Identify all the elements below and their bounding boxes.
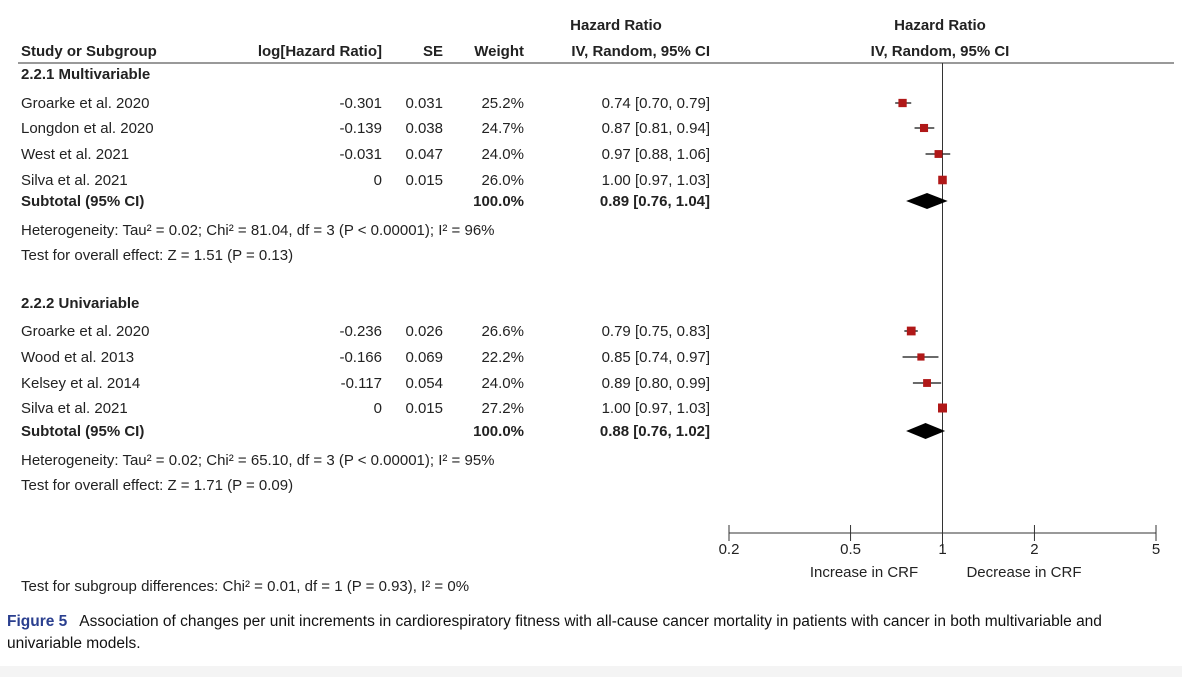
study-weight: 24.0%	[481, 146, 524, 163]
study-log-hr: -0.166	[339, 349, 382, 366]
study-point-marker	[917, 353, 925, 361]
study-hr-ci: 0.87 [0.81, 0.94]	[602, 120, 710, 137]
overall-effect-text: Test for overall effect: Z = 1.71 (P = 0…	[21, 477, 293, 494]
subtotal-hr-ci: 0.89 [0.76, 1.04]	[600, 193, 710, 210]
study-point-marker	[938, 175, 947, 185]
study-log-hr: -0.301	[339, 95, 382, 112]
study-log-hr: 0	[374, 172, 382, 189]
study-log-hr: -0.139	[339, 120, 382, 137]
subgroup-title: 2.2.2 Univariable	[21, 295, 139, 312]
study-point-marker	[906, 326, 916, 336]
heterogeneity-text: Heterogeneity: Tau² = 0.02; Chi² = 65.10…	[21, 452, 495, 469]
study-name: West et al. 2021	[21, 146, 129, 163]
subgroup-differences-text: Test for subgroup differences: Chi² = 0.…	[21, 578, 469, 595]
study-name: Wood et al. 2013	[21, 349, 134, 366]
header-se: SE	[423, 43, 443, 60]
study-hr-ci: 0.74 [0.70, 0.79]	[602, 95, 710, 112]
study-name: Silva et al. 2021	[21, 400, 128, 417]
overall-effect-text: Test for overall effect: Z = 1.51 (P = 0…	[21, 247, 293, 264]
study-weight: 25.2%	[481, 95, 524, 112]
subgroup-title: 2.2.1 Multivariable	[21, 66, 150, 83]
study-point-marker	[938, 403, 947, 413]
favours-left-label: Increase in CRF	[810, 564, 918, 581]
header-hazard-ratio: Hazard Ratio	[570, 17, 662, 34]
study-weight: 24.7%	[481, 120, 524, 137]
study-se: 0.015	[405, 172, 443, 189]
study-se: 0.054	[405, 375, 443, 392]
study-se: 0.038	[405, 120, 443, 137]
subtotal-diamond	[906, 193, 948, 209]
study-log-hr: 0	[374, 400, 382, 417]
study-name: Longdon et al. 2020	[21, 120, 154, 137]
x-axis-tick-label: 0.2	[719, 541, 740, 558]
study-hr-ci: 1.00 [0.97, 1.03]	[602, 172, 710, 189]
study-se: 0.047	[405, 146, 443, 163]
study-point-marker	[934, 150, 943, 158]
study-hr-ci: 1.00 [0.97, 1.03]	[602, 400, 710, 417]
forest-plot: Hazard Ratio Hazard Ratio Study or Subgrou…	[18, 17, 1174, 595]
study-weight: 24.0%	[481, 375, 524, 392]
study-log-hr: -0.031	[339, 146, 382, 163]
figure-caption: Figure 5 Association of changes per unit …	[7, 611, 1172, 655]
study-name: Kelsey et al. 2014	[21, 375, 140, 392]
study-log-hr: -0.236	[339, 323, 382, 340]
study-weight: 22.2%	[481, 349, 524, 366]
study-hr-ci: 0.89 [0.80, 0.99]	[602, 375, 710, 392]
study-se: 0.069	[405, 349, 443, 366]
x-axis-tick-label: 1	[938, 541, 946, 558]
favours-right-label: Decrease in CRF	[966, 564, 1081, 581]
study-point-marker	[898, 98, 907, 108]
study-hr-ci: 0.85 [0.74, 0.97]	[602, 349, 710, 366]
study-name: Silva et al. 2021	[21, 172, 128, 189]
study-weight: 26.0%	[481, 172, 524, 189]
page-bottom-band	[0, 666, 1182, 677]
study-point-marker	[919, 123, 929, 133]
header-weight: Weight	[474, 43, 524, 60]
subtotal-label: Subtotal (95% CI)	[21, 193, 144, 210]
study-name: Groarke et al. 2020	[21, 95, 149, 112]
plot-header-method: IV, Random, 95% CI	[871, 43, 1010, 60]
subtotal-diamond	[906, 423, 946, 439]
subtotal-weight: 100.0%	[473, 193, 524, 210]
study-hr-ci: 0.97 [0.88, 1.06]	[602, 146, 710, 163]
study-hr-ci: 0.79 [0.75, 0.83]	[602, 323, 710, 340]
figure-label: Figure 5	[7, 613, 68, 630]
study-weight: 26.6%	[481, 323, 524, 340]
study-name: Groarke et al. 2020	[21, 323, 149, 340]
study-point-marker	[923, 379, 931, 387]
study-weight: 27.2%	[481, 400, 524, 417]
header-hr-method: IV, Random, 95% CI	[571, 43, 710, 60]
x-axis-tick-label: 0.5	[840, 541, 861, 558]
heterogeneity-text: Heterogeneity: Tau² = 0.02; Chi² = 81.04…	[21, 222, 495, 239]
study-se: 0.031	[405, 95, 443, 112]
header-log-hr: log[Hazard Ratio]	[258, 43, 382, 60]
subtotal-label: Subtotal (95% CI)	[21, 423, 144, 440]
x-axis-tick-label: 2	[1030, 541, 1038, 558]
subtotal-weight: 100.0%	[473, 423, 524, 440]
plot-header-hazard-ratio: Hazard Ratio	[894, 17, 986, 34]
study-se: 0.026	[405, 323, 443, 340]
header-study: Study or Subgroup	[21, 43, 157, 60]
subtotal-hr-ci: 0.88 [0.76, 1.02]	[600, 423, 710, 440]
study-log-hr: -0.117	[341, 375, 382, 392]
study-se: 0.015	[405, 400, 443, 417]
x-axis-tick-label: 5	[1152, 541, 1160, 558]
figure-caption-text: Association of changes per unit incremen…	[7, 613, 1102, 652]
